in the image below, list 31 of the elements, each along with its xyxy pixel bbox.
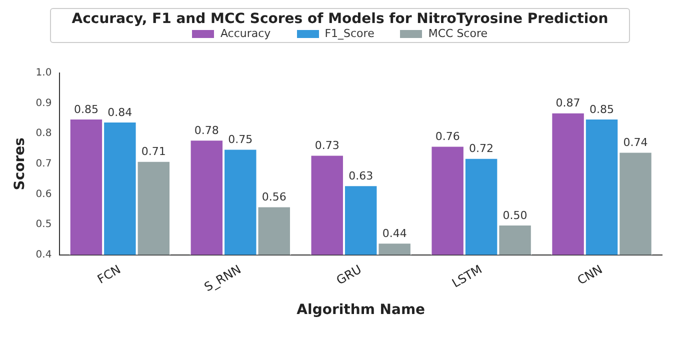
data-label: 0.50 (502, 208, 528, 222)
y-tick-label: 0.4 (36, 249, 52, 260)
legend-label: Accuracy (220, 27, 271, 40)
legend-label: F1_Score (324, 27, 374, 40)
legend-label: MCC Score (428, 27, 488, 40)
data-label: 0.76 (435, 130, 460, 144)
data-label: 0.84 (108, 106, 132, 119)
data-label: 0.71 (141, 145, 166, 158)
y-tick-label: 0.5 (36, 219, 52, 230)
y-axis-title: Scores (12, 138, 28, 190)
y-tick-label: 1.0 (36, 68, 52, 79)
x-tick-label: CNN (575, 262, 605, 288)
x-axis-title: Algorithm Name (296, 302, 426, 318)
data-label: 0.75 (228, 133, 253, 146)
x-tick-label: GRU (334, 262, 364, 288)
data-label: 0.73 (314, 139, 340, 152)
y-tick-label: 0.6 (36, 188, 52, 200)
y-tick-label: 0.7 (36, 158, 52, 170)
data-label: 0.74 (623, 136, 648, 150)
data-label: 0.78 (194, 124, 219, 138)
x-tick-label: FCN (94, 262, 123, 286)
data-label: 0.85 (590, 102, 614, 116)
data-label: 0.56 (262, 190, 286, 204)
data-label: 0.85 (74, 102, 98, 116)
chart-title: Accuracy, F1 and MCC Scores of Models for NitroTyrosine Prediction (70, 11, 610, 27)
y-tick-label: 0.9 (36, 98, 52, 109)
data-label: 0.87 (556, 96, 580, 110)
data-label: 0.72 (469, 142, 494, 156)
data-label: 0.44 (382, 227, 407, 240)
y-tick-label: 0.8 (36, 128, 52, 140)
data-label: 0.63 (348, 169, 374, 182)
